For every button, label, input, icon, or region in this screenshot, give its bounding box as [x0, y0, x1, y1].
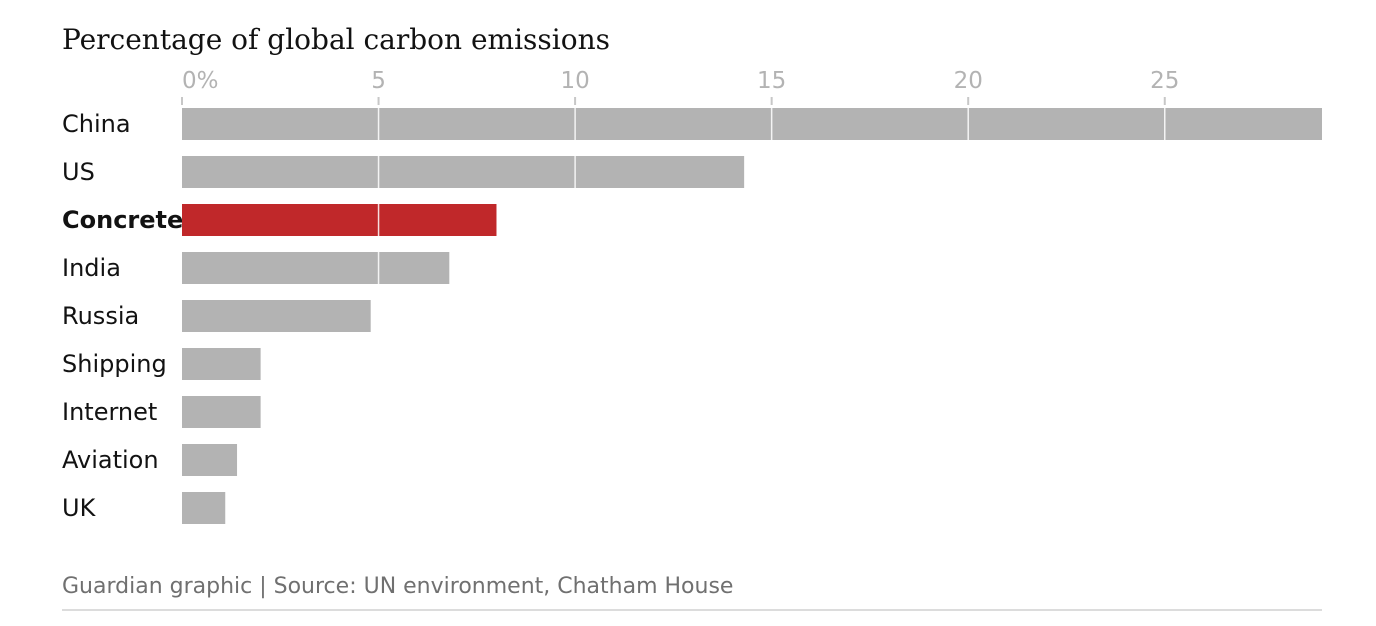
- bar: [182, 396, 261, 428]
- category-label: US: [62, 158, 95, 186]
- bar: [182, 300, 371, 332]
- x-axis-tick-marks: [181, 97, 1166, 105]
- x-tick-label: 15: [757, 68, 786, 94]
- bar: [182, 492, 226, 524]
- x-tick-label: 0%: [182, 68, 219, 94]
- bar: [182, 204, 497, 236]
- x-tick-label: 25: [1150, 68, 1179, 94]
- bar: [182, 348, 261, 380]
- category-label: Shipping: [62, 350, 167, 378]
- category-label: Concrete: [62, 206, 183, 234]
- bar: [182, 444, 238, 476]
- x-tick-label: 10: [560, 68, 589, 94]
- gridlines: [377, 108, 1166, 284]
- category-label: Russia: [62, 302, 139, 330]
- category-label: Aviation: [62, 446, 159, 474]
- x-tick-label: 20: [954, 68, 983, 94]
- x-axis-tick-labels: 0% 5 10 15 20 25: [182, 68, 1179, 94]
- chart-title: Percentage of global carbon emissions: [62, 23, 610, 56]
- footer-source: Guardian graphic | Source: UN environmen…: [62, 574, 733, 599]
- category-label: China: [62, 110, 131, 138]
- bar: [182, 252, 450, 284]
- bar: [182, 156, 745, 188]
- bar: [182, 108, 1322, 140]
- category-label: India: [62, 254, 121, 282]
- category-labels: China US Concrete India Russia Shipping Intern…: [62, 110, 183, 522]
- category-label: UK: [62, 494, 97, 522]
- x-tick-label: 5: [371, 68, 386, 94]
- bars: [182, 108, 1322, 524]
- category-label: Internet: [62, 398, 157, 426]
